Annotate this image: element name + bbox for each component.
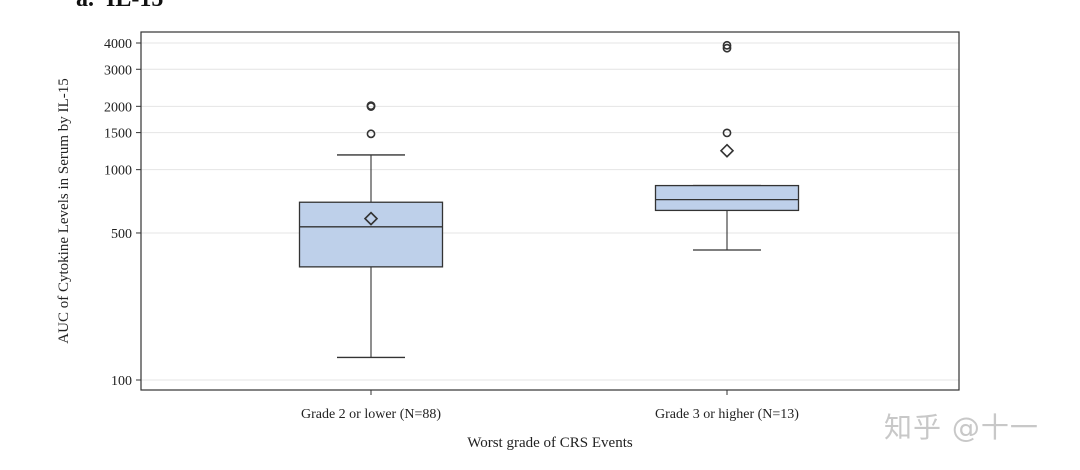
y-tick-label: 2000 [104, 100, 132, 115]
panel-label: a. IL-15 [76, 0, 163, 13]
y-tick-label: 500 [111, 227, 132, 242]
x-tick-label: Grade 3 or higher (N=13) [655, 407, 799, 422]
boxes [298, 40, 800, 359]
y-tick-label: 1500 [104, 127, 132, 142]
mean-marker [719, 143, 735, 158]
watermark: 知乎 @十一 [884, 411, 1039, 444]
x-axis-label: Worst grade of CRS Events [467, 435, 633, 451]
outlier-point [366, 101, 376, 111]
y-tick-label: 1000 [104, 164, 132, 179]
y-tick-label: 4000 [104, 37, 132, 52]
outlier-point [722, 40, 732, 50]
iqr-box [654, 184, 800, 212]
outlier-point [722, 43, 732, 53]
mean-marker [363, 211, 379, 226]
y-axis: 100 500 1000 1500 2000 3000 4000 [104, 37, 141, 389]
plot-frame [140, 31, 960, 391]
y-tick-label: 100 [111, 374, 132, 389]
x-axis: Grade 2 or lower (N=88) Grade 3 or higher… [301, 390, 799, 422]
gridlines [141, 42, 959, 381]
outlier-point [722, 128, 732, 138]
outlier-point [366, 129, 376, 139]
y-tick-label: 3000 [104, 63, 132, 78]
y-axis-label: AUC of Cytokine Levels in Serum by IL-15 [56, 78, 72, 343]
box-group [298, 101, 444, 359]
box-group [654, 40, 800, 251]
x-tick-label: Grade 2 or lower (N=88) [301, 407, 441, 422]
